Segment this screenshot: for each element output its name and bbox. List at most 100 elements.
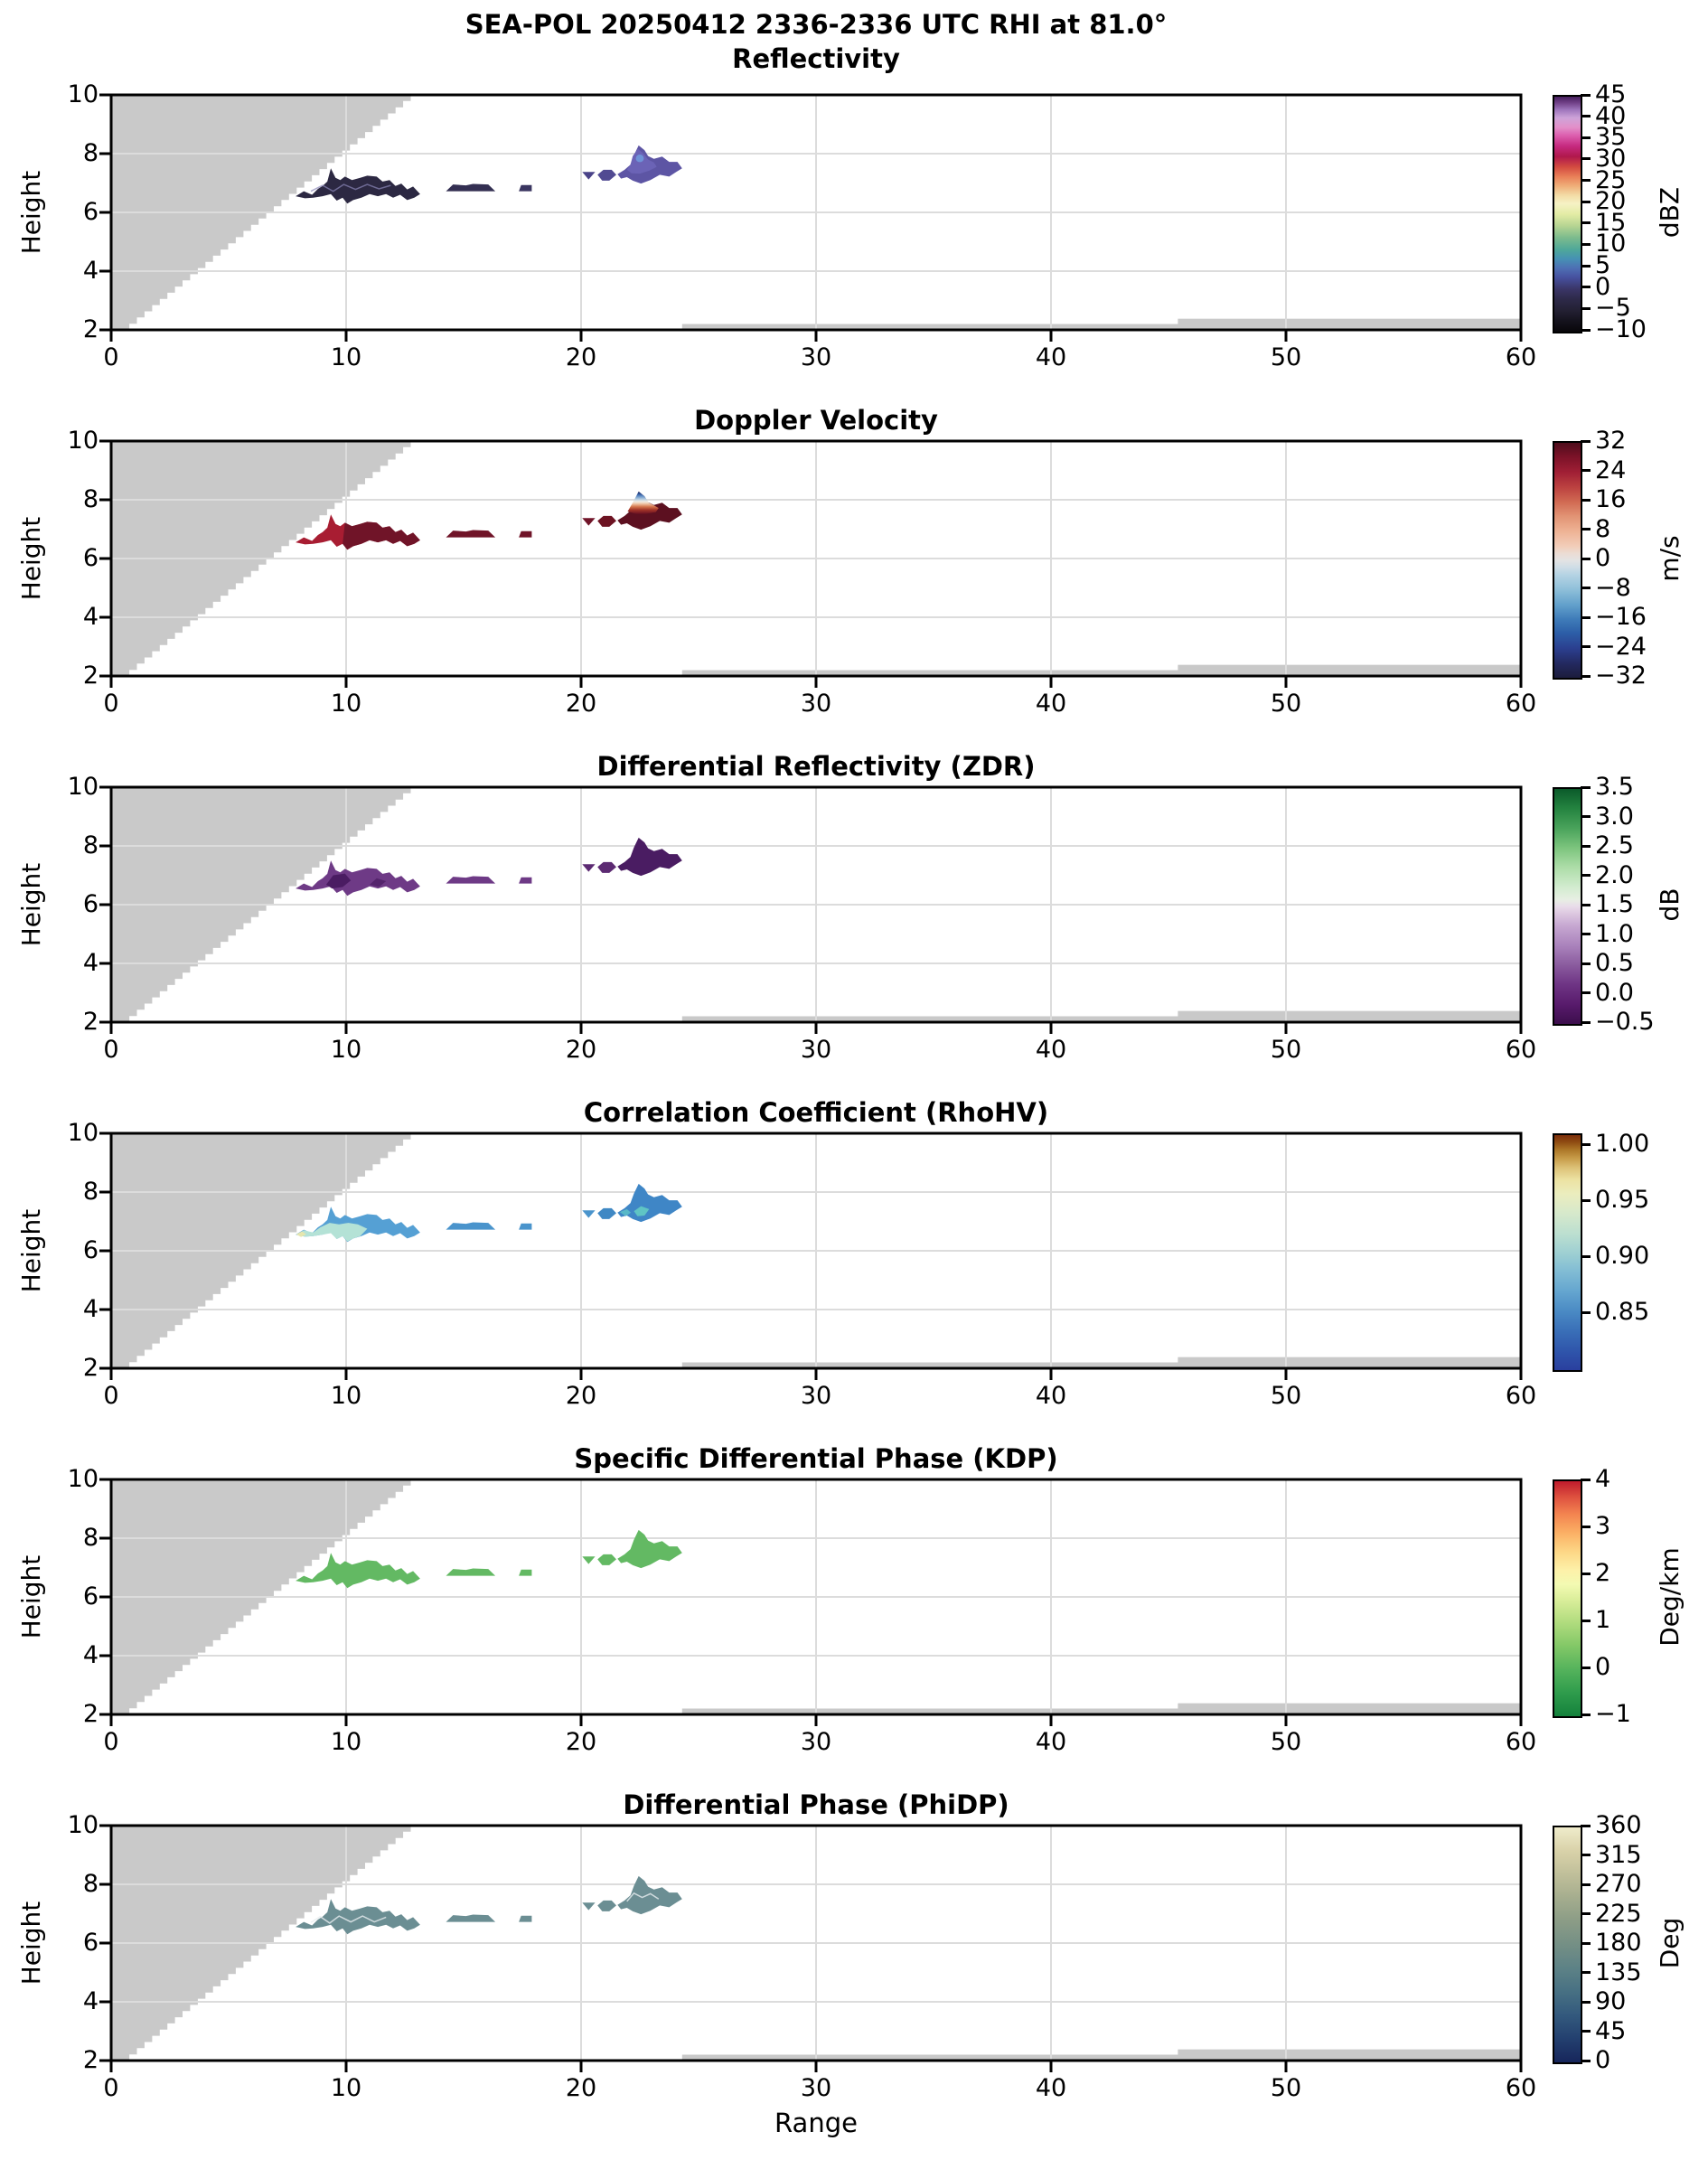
colorbar-tick-mark	[1581, 962, 1591, 965]
x-tick-label: 0	[103, 343, 119, 371]
x-tick-label: 40	[1035, 1036, 1067, 1064]
blocked-strip-1	[1178, 1703, 1521, 1714]
blocked-strip-1	[1178, 1010, 1521, 1022]
echo-rightHex-2	[597, 861, 616, 873]
echo-rightHex-3	[597, 1207, 616, 1219]
colorbar-3	[1553, 1133, 1582, 1372]
colorbar-tick-mark	[1581, 286, 1591, 289]
colorbar-tick-mark	[1581, 328, 1591, 332]
y-tick-label: 6	[82, 198, 99, 226]
y-axis-label: Height	[16, 1208, 46, 1293]
blocked-strip-1	[1178, 318, 1521, 330]
y-tick-label: 10	[67, 1119, 99, 1147]
x-tick-label: 30	[800, 1036, 832, 1064]
y-tick-label: 6	[82, 544, 99, 572]
colorbar-tick-label: −0.5	[1595, 1008, 1655, 1036]
y-tick-label: 4	[82, 1987, 99, 2015]
colorbar-unit-label: Deg	[1655, 1917, 1685, 1969]
y-tick-label: 6	[82, 1929, 99, 1957]
echo-overlay-3-2	[633, 1206, 650, 1216]
echo-dash2-0	[519, 184, 532, 192]
y-tick-label: 8	[82, 485, 99, 513]
colorbar-tick-mark	[1581, 469, 1591, 472]
echo-dash1-3	[446, 1222, 496, 1230]
colorbar-tick-label: −16	[1595, 603, 1647, 631]
x-tick-label: 20	[565, 1036, 597, 1064]
colorbar-tick-label: 40	[1595, 101, 1627, 130]
colorbar-tick-mark	[1581, 2000, 1591, 2004]
echo-rightTri-0	[582, 172, 596, 180]
colorbar-tick-label: 5	[1595, 251, 1611, 280]
x-tick-label: 50	[1270, 690, 1302, 718]
echo-dash2-4	[519, 1569, 532, 1576]
x-tick-label: 0	[103, 1036, 119, 1064]
blocked-strip-0	[681, 324, 1521, 330]
colorbar-tick-mark	[1581, 1619, 1591, 1622]
colorbar-tick-mark	[1581, 991, 1591, 994]
colorbar-tick-label: 0.0	[1595, 978, 1634, 1007]
colorbar-tick-label: 16	[1595, 485, 1627, 513]
colorbar-tick-mark	[1581, 1478, 1591, 1481]
colorbar-tick-label: −5	[1595, 294, 1631, 323]
x-tick-label: 40	[1035, 343, 1067, 371]
colorbar-tick-mark	[1581, 1883, 1591, 1886]
x-tick-label: 0	[103, 1728, 119, 1756]
echo-dash1-1	[446, 530, 496, 538]
y-tick-label: 6	[82, 890, 99, 918]
colorbar-0	[1553, 95, 1582, 333]
y-tick-label: 2	[82, 1354, 99, 1382]
colorbar-tick-mark	[1581, 498, 1591, 502]
blocked-strip-0	[681, 1708, 1521, 1714]
colorbar-4	[1553, 1479, 1582, 1718]
colorbar-tick-label: 25	[1595, 165, 1627, 194]
echo-dash2-2	[519, 877, 532, 884]
panel-title-5: Differential Phase (PhiDP)	[623, 1789, 1009, 1820]
y-tick-label: 10	[67, 427, 99, 455]
y-tick-label: 4	[82, 1641, 99, 1669]
panel-title-1: Doppler Velocity	[694, 405, 938, 436]
x-axis-label: Range	[774, 2108, 858, 2138]
colorbar-tick-label: 3.5	[1595, 773, 1634, 801]
y-axis-label: Height	[16, 1901, 46, 1986]
x-tick-label: 60	[1505, 1036, 1537, 1064]
echo-contour-0-0	[310, 183, 391, 192]
y-tick-label: 10	[67, 80, 99, 108]
colorbar-tick-label: 35	[1595, 123, 1627, 152]
rhi-plot-0	[99, 93, 1523, 342]
x-tick-label: 50	[1270, 1036, 1302, 1064]
colorbar-tick-label: 2	[1595, 1559, 1611, 1587]
colorbar-tick-mark	[1581, 136, 1591, 139]
y-tick-label: 4	[82, 257, 99, 285]
x-tick-label: 30	[800, 690, 832, 718]
colorbar-tick-label: 0	[1595, 272, 1611, 301]
colorbar-tick-mark	[1581, 815, 1591, 818]
x-tick-label: 20	[565, 343, 597, 371]
x-tick-label: 60	[1505, 690, 1537, 718]
echo-overlay-2-1	[370, 878, 387, 887]
x-tick-label: 50	[1270, 343, 1302, 371]
x-tick-label: 10	[330, 2074, 362, 2102]
y-tick-label: 2	[82, 2046, 99, 2074]
rhi-plot-3	[99, 1131, 1523, 1380]
echo-overlay-3-3	[619, 1208, 632, 1216]
colorbar-tick-label: 0	[1595, 544, 1611, 572]
colorbar-tick-mark	[1581, 528, 1591, 531]
echo-leftMain-0	[296, 168, 420, 204]
colorbar-tick-mark	[1581, 874, 1591, 877]
colorbar-tick-mark	[1581, 200, 1591, 203]
colorbar-tick-mark	[1581, 306, 1591, 310]
x-tick-label: 0	[103, 2074, 119, 2102]
rhi-plot-4	[99, 1478, 1523, 1726]
colorbar-tick-label: 1.00	[1595, 1130, 1650, 1159]
echo-rightMain-2	[617, 837, 682, 877]
colorbar-tick-label: 45	[1595, 80, 1627, 108]
colorbar-tick-label: 15	[1595, 208, 1627, 237]
x-tick-label: 40	[1035, 690, 1067, 718]
colorbar-tick-label: −8	[1595, 573, 1631, 602]
x-tick-label: 50	[1270, 1728, 1302, 1756]
y-tick-label: 8	[82, 139, 99, 167]
x-tick-label: 50	[1270, 1382, 1302, 1410]
y-axis-label: Height	[16, 516, 46, 601]
colorbar-tick-label: 45	[1595, 2016, 1627, 2045]
colorbar-tick-label: 4	[1595, 1465, 1611, 1493]
